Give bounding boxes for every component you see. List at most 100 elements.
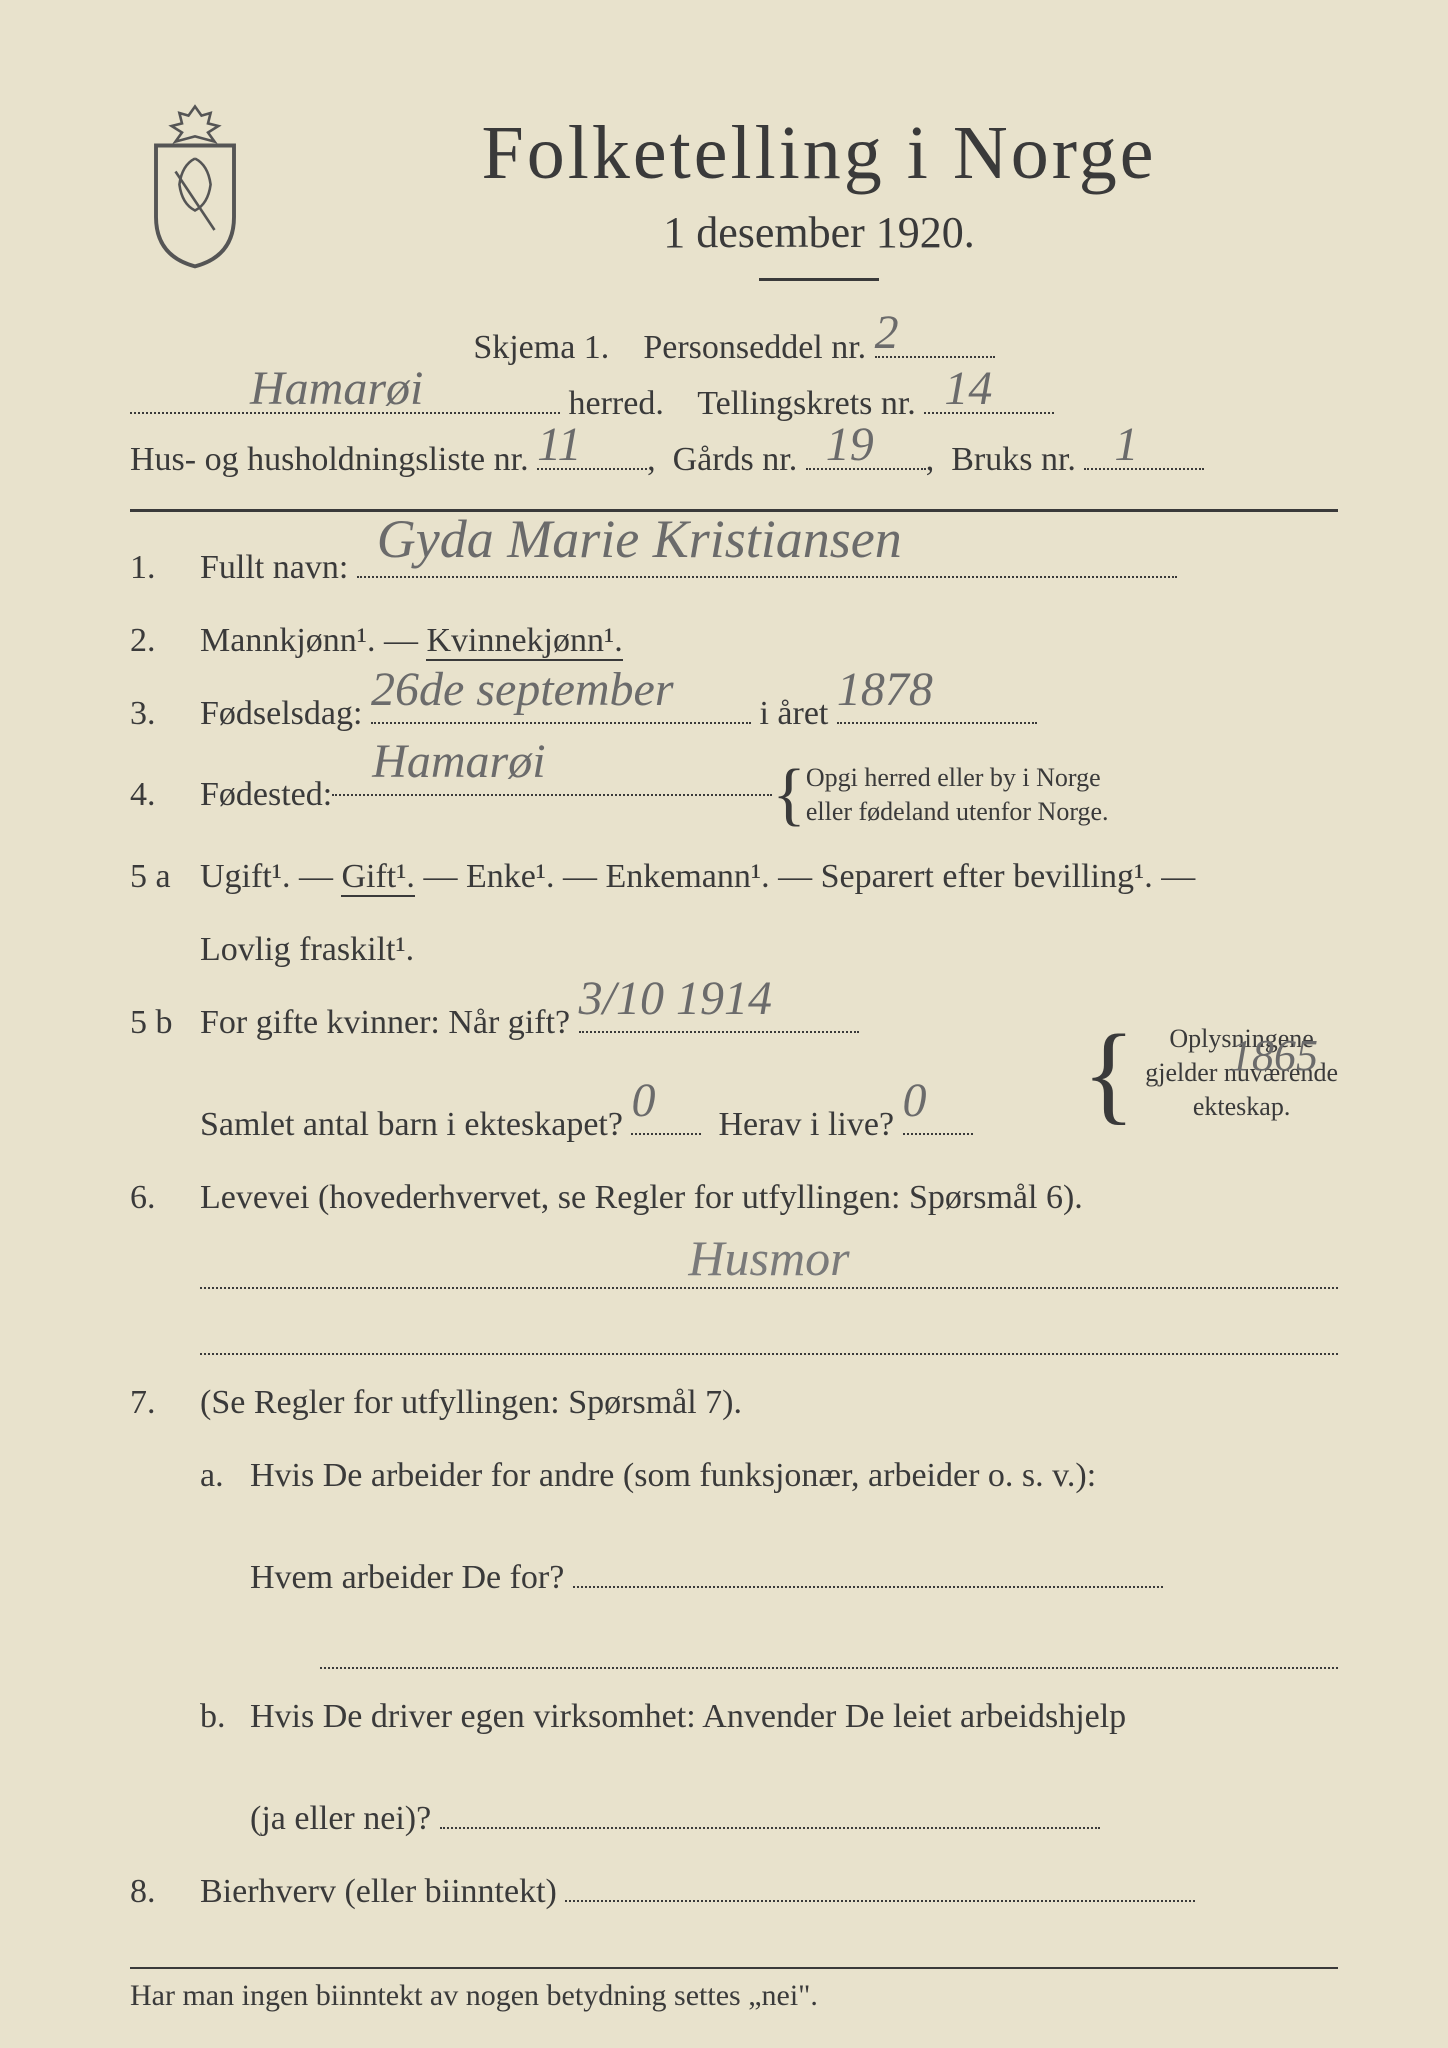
q5a-body: Ugift¹. — Gift¹. — Enke¹. — Enkemann¹. —… xyxy=(200,851,1338,902)
q4-num: 4. xyxy=(130,776,200,814)
q7a-row: a. Hvis De arbeider for andre (som funks… xyxy=(200,1450,1338,1603)
q1-body: Fullt navn: Gyda Marie Kristiansen xyxy=(200,542,1338,593)
q7-label: (Se Regler for utfyllingen: Spørsmål 7). xyxy=(200,1377,1338,1428)
q1-field: Gyda Marie Kristiansen xyxy=(357,576,1177,578)
q5a-pre: Ugift¹. — xyxy=(200,858,341,895)
q6-label: Levevei (hovederhvervet, se Regler for u… xyxy=(200,1172,1338,1223)
main-title: Folketelling i Norge xyxy=(300,110,1338,197)
header: Folketelling i Norge 1 desember 1920. xyxy=(130,100,1338,311)
q4-label: Fødested: xyxy=(200,769,332,820)
q6-field: Husmor xyxy=(200,1253,1338,1289)
personseddel-label: Personseddel nr. xyxy=(643,329,866,366)
bruks-field: 1 xyxy=(1084,468,1204,470)
gards-label: Gårds nr. xyxy=(673,441,798,478)
herred-field: Hamarøi xyxy=(130,412,560,414)
q8-row: 8. Bierhverv (eller biinntekt) xyxy=(130,1866,1338,1917)
q5b-barn-label: Samlet antal barn i ekteskapet? xyxy=(200,1106,623,1143)
herred-line: Hamarøi herred. Tellingskrets nr. 14 xyxy=(130,385,1338,423)
q3-row: 3. Fødselsdag: 26de september i året 187… xyxy=(130,688,1338,739)
husliste-label: Hus- og husholdningsliste nr. xyxy=(130,441,529,478)
q5a-gift: Gift¹. xyxy=(341,858,414,897)
q5b-row: 5 b For gifte kvinner: Når gift? 3/10 19… xyxy=(130,997,1338,1150)
gards-value: 19 xyxy=(826,417,874,472)
q5b-value: 3/10 1914 xyxy=(579,963,772,1035)
q7b-field xyxy=(440,1827,1100,1829)
q4-value: Hamarøi xyxy=(372,726,545,798)
q7-num: 7. xyxy=(130,1384,200,1422)
q3-label: Fødselsdag: xyxy=(200,695,362,732)
q3-mid: i året xyxy=(759,695,828,732)
q7a-field-2 xyxy=(320,1633,1338,1669)
q4-note: Opgi herred eller by i Norge eller fødel… xyxy=(806,761,1109,829)
q5b-herav-value: 0 xyxy=(903,1065,927,1137)
q5b-barn-field: 0 xyxy=(631,1133,701,1135)
q3-year-field: 1878 xyxy=(837,722,1037,724)
crest-svg xyxy=(130,100,260,269)
q7b-q: (ja eller nei)? xyxy=(250,1800,431,1837)
q2-num: 2. xyxy=(130,622,200,660)
q3-body: Fødselsdag: 26de september i året 1878 xyxy=(200,688,1338,739)
q8-body: Bierhverv (eller biinntekt) xyxy=(200,1866,1338,1917)
subtitle: 1 desember 1920. xyxy=(300,207,1338,258)
q6-value: Husmor xyxy=(200,1229,1338,1287)
title-block: Folketelling i Norge 1 desember 1920. xyxy=(300,100,1338,311)
title-divider xyxy=(759,278,879,281)
q6-row: 6. Levevei (hovederhvervet, se Regler fo… xyxy=(130,1172,1338,1223)
q7a-body: Hvis De arbeider for andre (som funksjon… xyxy=(250,1450,1338,1603)
q8-field xyxy=(565,1900,1195,1902)
q5a-post: — Enke¹. — Enkemann¹. — Separert efter b… xyxy=(415,858,1195,895)
q3-day-value: 26de september xyxy=(371,654,674,726)
q1-row: 1. Fullt navn: Gyda Marie Kristiansen xyxy=(130,542,1338,593)
q1-label: Fullt navn: xyxy=(200,549,348,586)
q5a-row: 5 a Ugift¹. — Gift¹. — Enke¹. — Enkemann… xyxy=(130,851,1338,902)
brace-icon-2: { xyxy=(1082,1046,1135,1101)
husliste-field: 11 xyxy=(537,468,647,470)
q1-value: Gyda Marie Kristiansen xyxy=(377,499,902,580)
personseddel-field: 2 xyxy=(875,356,995,358)
footer-note: Har man ingen biinntekt av nogen betydni… xyxy=(130,1967,1338,2013)
q5b-note3: ekteskap. xyxy=(1193,1092,1290,1121)
q5b-body: For gifte kvinner: Når gift? 3/10 1914 S… xyxy=(200,997,1338,1150)
q7b-body: Hvis De driver egen virksomhet: Anvender… xyxy=(250,1691,1338,1844)
husliste-value: 11 xyxy=(537,417,581,472)
q5b-herav-field: 0 xyxy=(903,1133,973,1135)
skjema-label: Skjema 1. xyxy=(473,329,609,366)
q5b-barn-value: 0 xyxy=(631,1065,655,1137)
q5b-num: 5 b xyxy=(130,1004,200,1042)
q2-row: 2. Mannkjønn¹. — Kvinnekjønn¹. xyxy=(130,615,1338,666)
tellingskrets-value: 14 xyxy=(944,361,992,416)
tellingskrets-label: Tellingskrets nr. xyxy=(697,385,916,422)
q5b-herav-label: Herav i live? xyxy=(718,1106,894,1143)
q7a-field xyxy=(573,1586,1163,1588)
q3-day-field: 26de september xyxy=(371,722,751,724)
q8-num: 8. xyxy=(130,1873,200,1911)
q7-row: 7. (Se Regler for utfyllingen: Spørsmål … xyxy=(130,1377,1338,1428)
q7b-row: b. Hvis De driver egen virksomhet: Anven… xyxy=(200,1691,1338,1844)
q4-row: 4. Fødested: Hamarøi { Opgi herred eller… xyxy=(130,761,1338,829)
herred-label: herred. xyxy=(569,385,664,422)
q4-field: Hamarøi xyxy=(332,794,772,796)
q5b-label: For gifte kvinner: Når gift? xyxy=(200,1004,570,1041)
q5a-num: 5 a xyxy=(130,858,200,896)
q4-note1: Opgi herred eller by i Norge xyxy=(806,763,1101,792)
brace-icon: { xyxy=(772,777,806,812)
bruks-label: Bruks nr. xyxy=(951,441,1076,478)
q7a-letter: a. xyxy=(200,1457,250,1495)
q6-field-2 xyxy=(200,1319,1338,1355)
gards-field: 19 xyxy=(806,468,926,470)
q5b-field: 3/10 1914 xyxy=(579,1031,859,1033)
personseddel-value: 2 xyxy=(875,305,899,360)
q7b-letter: b. xyxy=(200,1698,250,1736)
q7b-text: Hvis De driver egen virksomhet: Anvender… xyxy=(250,1698,1126,1735)
q6-num: 6. xyxy=(130,1179,200,1217)
q7a-text: Hvis De arbeider for andre (som funksjon… xyxy=(250,1457,1096,1494)
husliste-line: Hus- og husholdningsliste nr. 11 , Gårds… xyxy=(130,441,1338,479)
q5a-margin-value: 1865 xyxy=(1230,1030,1318,1081)
q3-num: 3. xyxy=(130,695,200,733)
coat-of-arms-icon xyxy=(130,100,260,270)
q4-body: Fødested: Hamarøi { Opgi herred eller by… xyxy=(200,761,1338,829)
q3-year-value: 1878 xyxy=(837,654,933,726)
q1-num: 1. xyxy=(130,549,200,587)
census-form-page: Folketelling i Norge 1 desember 1920. Sk… xyxy=(0,0,1448,2048)
herred-value: Hamarøi xyxy=(250,361,423,416)
